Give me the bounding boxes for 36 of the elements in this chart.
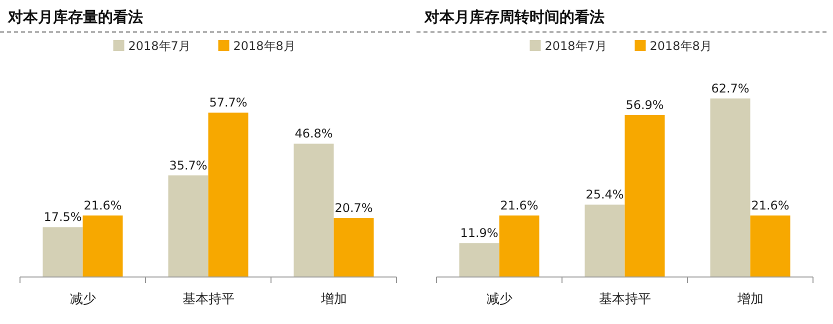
legend-label: 2018年7月 xyxy=(544,39,607,53)
bar xyxy=(459,243,500,277)
bar xyxy=(499,215,540,277)
data-label: 21.6% xyxy=(751,198,790,212)
bar xyxy=(294,144,334,277)
bar xyxy=(624,114,665,277)
legend-label: 2018年7月 xyxy=(128,39,190,53)
x-tick-label: 增加 xyxy=(736,292,764,307)
bar xyxy=(42,227,83,277)
data-label: 17.5% xyxy=(44,210,82,224)
chart-title: 对本月库存周转时间的看法 xyxy=(424,8,604,26)
data-label: 11.9% xyxy=(460,226,498,240)
x-tick-label: 增加 xyxy=(320,292,347,307)
data-label: 25.4% xyxy=(586,188,624,202)
data-label: 20.7% xyxy=(334,201,373,216)
data-label: 62.7% xyxy=(711,81,750,96)
data-label: 56.9% xyxy=(626,98,664,112)
bar xyxy=(584,204,625,277)
chart-title: 对本月库存量的看法 xyxy=(7,8,143,26)
bar xyxy=(208,112,248,277)
bar xyxy=(710,98,750,277)
bar xyxy=(82,215,123,277)
x-tick-label: 基本持平 xyxy=(182,292,234,307)
legend-label: 2018年8月 xyxy=(650,39,712,53)
data-label: 57.7% xyxy=(209,96,248,110)
bar xyxy=(334,218,374,277)
data-label: 35.7% xyxy=(169,158,208,172)
data-label: 21.6% xyxy=(84,198,122,212)
bar xyxy=(750,215,790,277)
x-tick-label: 减少 xyxy=(486,292,512,307)
bar xyxy=(168,175,208,277)
x-tick-label: 减少 xyxy=(70,292,96,307)
legend-label: 2018年8月 xyxy=(233,39,296,53)
data-label: 21.6% xyxy=(500,198,538,212)
data-label: 46.8% xyxy=(294,126,333,141)
x-tick-label: 基本持平 xyxy=(598,292,651,307)
